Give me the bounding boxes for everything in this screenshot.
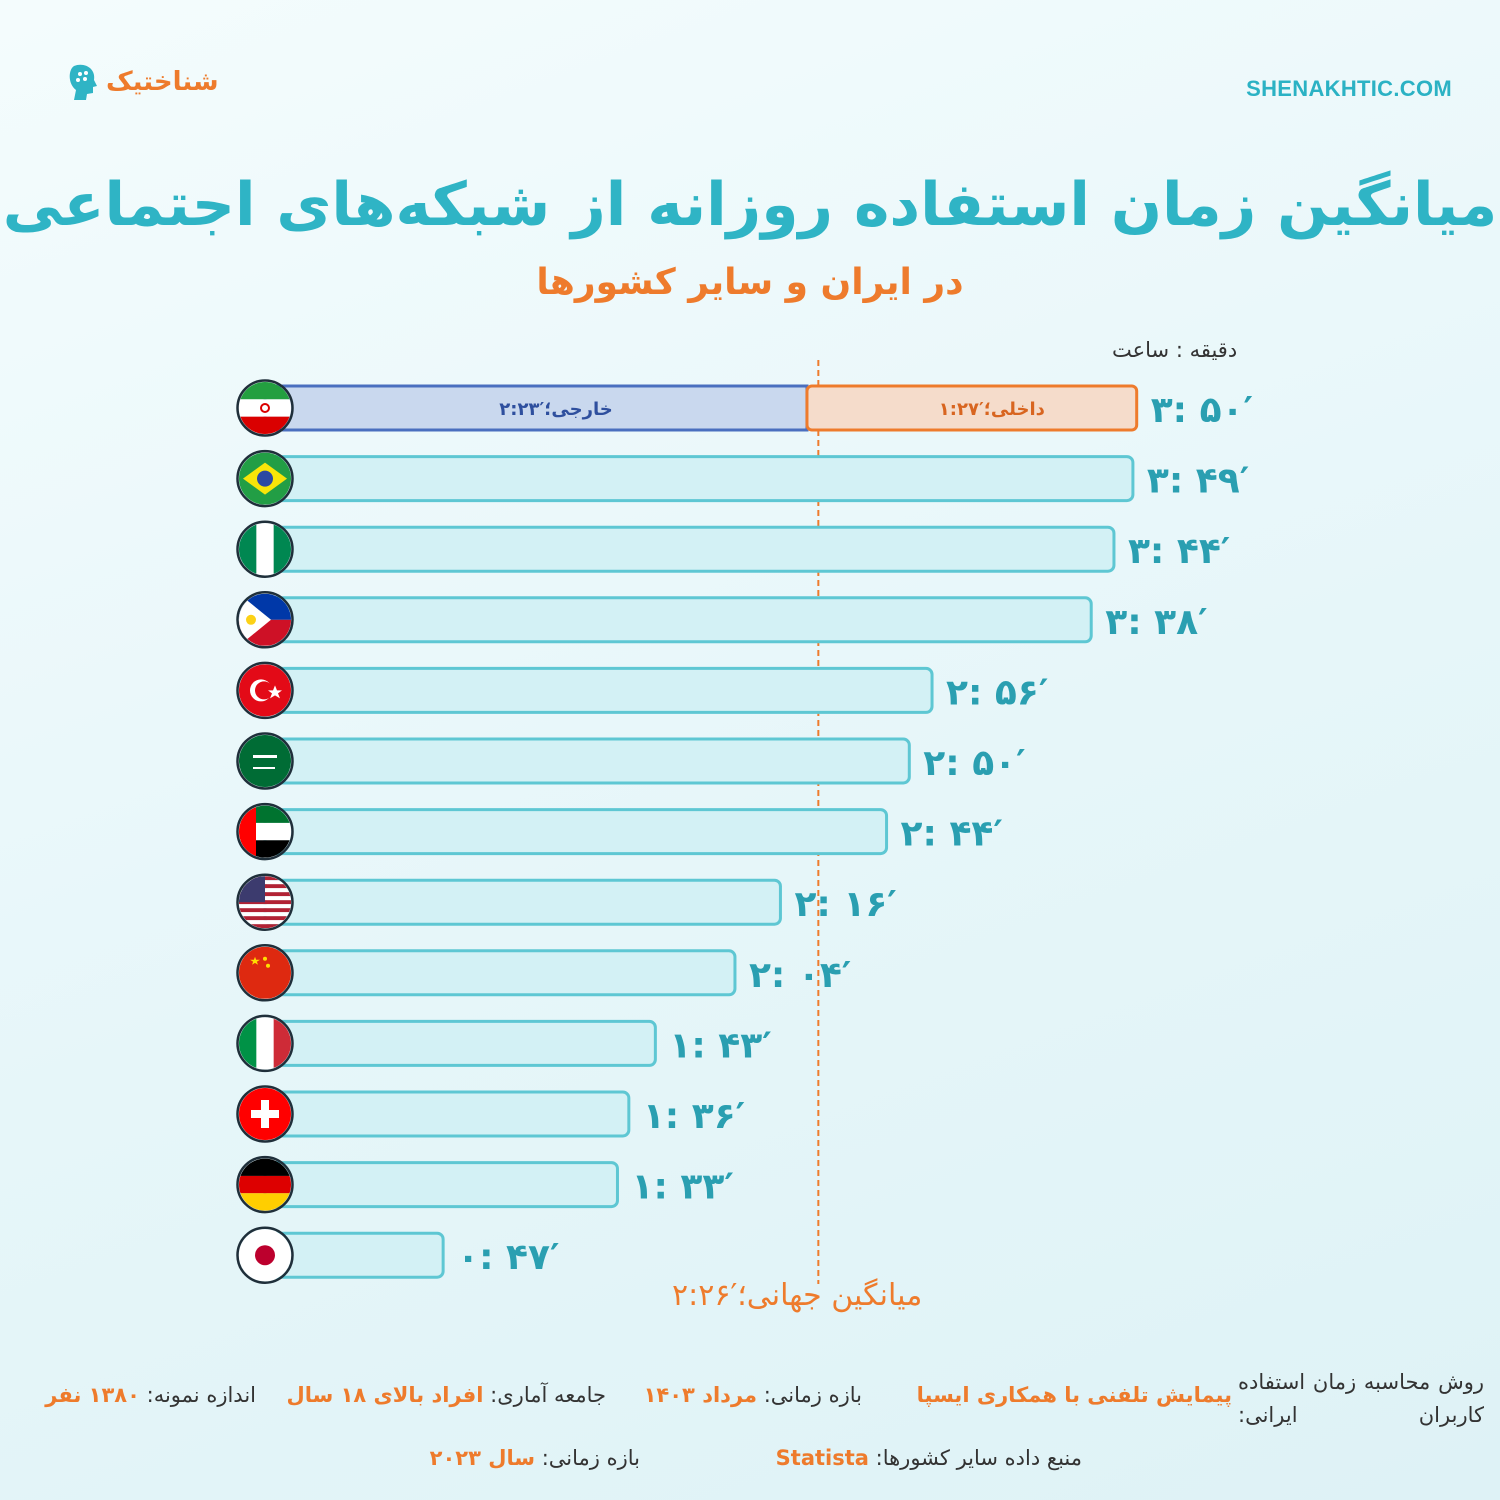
bar-iran-foreign (263, 384, 809, 432)
flag-nigeria-icon (236, 520, 294, 578)
period2-value: سال ۲۰۲۳ (429, 1446, 536, 1470)
method-value-text: پیمایش تلفنی با همکاری ایسپا (916, 1383, 1232, 1407)
population-value: افراد بالای ۱۸ سال (286, 1383, 484, 1407)
bar-turkey (263, 666, 934, 714)
value-label-saudi-arabia: ۲: ۵۰′ (923, 743, 1025, 784)
period2-label: بازه زمانی: (541, 1446, 640, 1470)
logo-text: شناختیک (106, 67, 219, 97)
value-label-philippines: ۳: ۳۸′ (1105, 602, 1207, 643)
logo: شناختیک (66, 62, 219, 102)
bar-united-states (263, 878, 782, 926)
bar-philippines (263, 596, 1093, 644)
bar-germany (263, 1161, 619, 1209)
period2-note: بازه زمانی: سال ۲۰۲۳ (430, 1446, 640, 1470)
flag-iran-icon (236, 379, 294, 437)
label-iran-foreign: خارجی؛′۲:۲۳ (499, 399, 612, 420)
population-label: جامعه آماری: (490, 1383, 606, 1407)
flag-philippines-icon (236, 591, 294, 649)
value-label-nigeria: ۳: ۴۴′ (1128, 531, 1230, 572)
value-label-japan: ۰: ۴۷′ (457, 1237, 559, 1278)
value-label-germany: ۱: ۳۳′ (631, 1167, 733, 1208)
sample-value: ۱۳۸۰ نفر (45, 1383, 140, 1407)
period-value: مرداد ۱۴۰۳ (643, 1383, 758, 1407)
bar-uae (263, 808, 889, 856)
unit-label: دقیقه : ساعت (1112, 338, 1238, 362)
method-value: پیمایش تلفنی با همکاری ایسپا (917, 1383, 1232, 1407)
bar-iran-domestic (805, 384, 1139, 432)
source-label: منبع داده سایر کشورها: (875, 1446, 1082, 1470)
value-label-brazil: ۳: ۴۹′ (1147, 461, 1249, 502)
bar-china (263, 949, 737, 997)
flag-switzerland-icon (236, 1085, 294, 1143)
flag-japan-icon (236, 1226, 294, 1284)
chart-subtitle: در ایران و سایر کشورها (536, 262, 964, 303)
chart-title: میانگین زمان استفاده روزانه از شبکه‌های … (2, 170, 1498, 240)
value-label-italy: ۱: ۴۳′ (669, 1025, 771, 1066)
brain-head-icon (69, 64, 97, 100)
bar-italy (263, 1019, 657, 1067)
flag-germany-icon (236, 1155, 294, 1214)
sample-label: اندازه نمونه: (146, 1383, 256, 1407)
source-value: Statista (775, 1446, 869, 1470)
population-note: جامعه آماری: افراد بالای ۱۸ سال (287, 1383, 607, 1407)
bar-nigeria (263, 525, 1116, 573)
world-average-label: میانگین جهانی؛′۲:۲۶ (672, 1278, 923, 1313)
flag-saudi-arabia-icon (236, 732, 294, 790)
value-label-turkey: ۲: ۵۶′ (946, 672, 1048, 713)
value-label-united-states: ۲: ۱۶′ (794, 884, 896, 925)
source-note: منبع داده سایر کشورها: Statista (776, 1446, 1082, 1470)
site-url[interactable]: SHENAKHTIC.COM (1246, 76, 1452, 101)
label-iran-domestic: داخلی؛′۱:۲۷ (939, 399, 1045, 420)
flag-united-states-icon (236, 873, 294, 931)
bar-saudi-arabia (263, 737, 911, 785)
flag-italy-icon (236, 1014, 294, 1073)
value-label-uae: ۲: ۴۴′ (901, 814, 1003, 855)
flag-uae-icon (236, 802, 294, 861)
bar-switzerland (263, 1090, 631, 1138)
method-note: روش محاسبه زمان استفاده کاربران ایرانی: (1238, 1370, 1484, 1427)
period-label: بازه زمانی: (763, 1383, 862, 1407)
flag-turkey-icon (236, 661, 294, 720)
flag-brazil-icon (236, 449, 294, 508)
value-label-switzerland: ۱: ۳۶′ (643, 1096, 745, 1137)
period-note: بازه زمانی: مرداد ۱۴۰۳ (644, 1383, 862, 1407)
value-label-iran: ۳: ۵۰′ (1151, 390, 1253, 431)
value-label-china: ۲: ۰۴′ (749, 955, 851, 996)
bar-brazil (263, 455, 1135, 503)
flag-china-icon (236, 944, 294, 1002)
sample-note: اندازه نمونه: ۱۳۸۰ نفر (45, 1383, 256, 1407)
